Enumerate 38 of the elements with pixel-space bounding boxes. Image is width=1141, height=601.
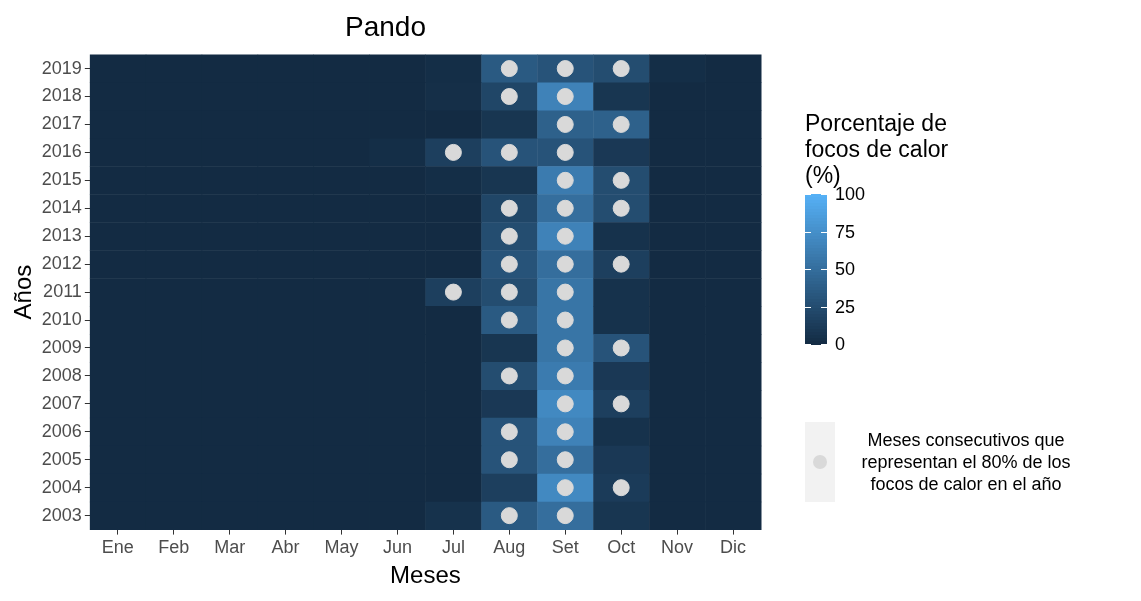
y-tick-label: 2004 bbox=[41, 476, 82, 497]
y-tick-label: 2012 bbox=[41, 253, 82, 274]
x-tick-label: Feb bbox=[158, 537, 190, 558]
y-tick-label: 2014 bbox=[41, 197, 82, 218]
y-tick-label: 2018 bbox=[41, 85, 82, 106]
x-tick-label: Oct bbox=[607, 537, 636, 558]
x-tick-label: Nov bbox=[661, 537, 694, 558]
x-axis-title: Meses bbox=[390, 561, 461, 589]
y-tick-label: 2016 bbox=[41, 141, 82, 162]
y-tick-label: 2009 bbox=[41, 336, 82, 357]
color-bar-label: 0 bbox=[835, 333, 846, 355]
x-tick-label: Set bbox=[551, 537, 579, 558]
y-axis-title: Años bbox=[9, 264, 37, 320]
y-tick-label: 2003 bbox=[41, 504, 82, 525]
color-bar-label: 25 bbox=[835, 296, 856, 317]
x-tick-label: Mar bbox=[214, 537, 246, 558]
x-tick-label: Aug bbox=[493, 537, 526, 558]
y-tick-label: 2011 bbox=[43, 281, 82, 302]
y-tick-label: 2019 bbox=[41, 57, 82, 78]
y-tick-label: 2013 bbox=[41, 225, 82, 246]
color-bar-label: 75 bbox=[835, 221, 856, 242]
chart-title: Pando bbox=[345, 10, 426, 42]
legend-label: Meses consecutivos que representan el 80% de los focos de calor en el año bbox=[860, 429, 1072, 495]
x-tick-label: Ene bbox=[101, 537, 134, 558]
x-tick-label: Dic bbox=[720, 537, 747, 558]
color-bar-title: Porcentaje de focos de calor (%) bbox=[805, 110, 950, 188]
y-tick-label: 2005 bbox=[41, 448, 82, 469]
y-tick-label: 2006 bbox=[41, 420, 82, 441]
x-tick-label: Abr bbox=[271, 537, 300, 558]
x-tick-label: Jul bbox=[441, 537, 465, 558]
x-tick-label: Jun bbox=[382, 537, 412, 558]
y-tick-label: 2010 bbox=[41, 309, 82, 330]
x-tick-label: May bbox=[324, 537, 359, 558]
y-tick-label: 2008 bbox=[41, 364, 82, 385]
color-bar-label: 50 bbox=[835, 258, 856, 280]
y-tick-label: 2007 bbox=[41, 392, 82, 413]
y-tick-label: 2017 bbox=[41, 113, 82, 134]
y-tick-label: 2015 bbox=[41, 169, 82, 190]
